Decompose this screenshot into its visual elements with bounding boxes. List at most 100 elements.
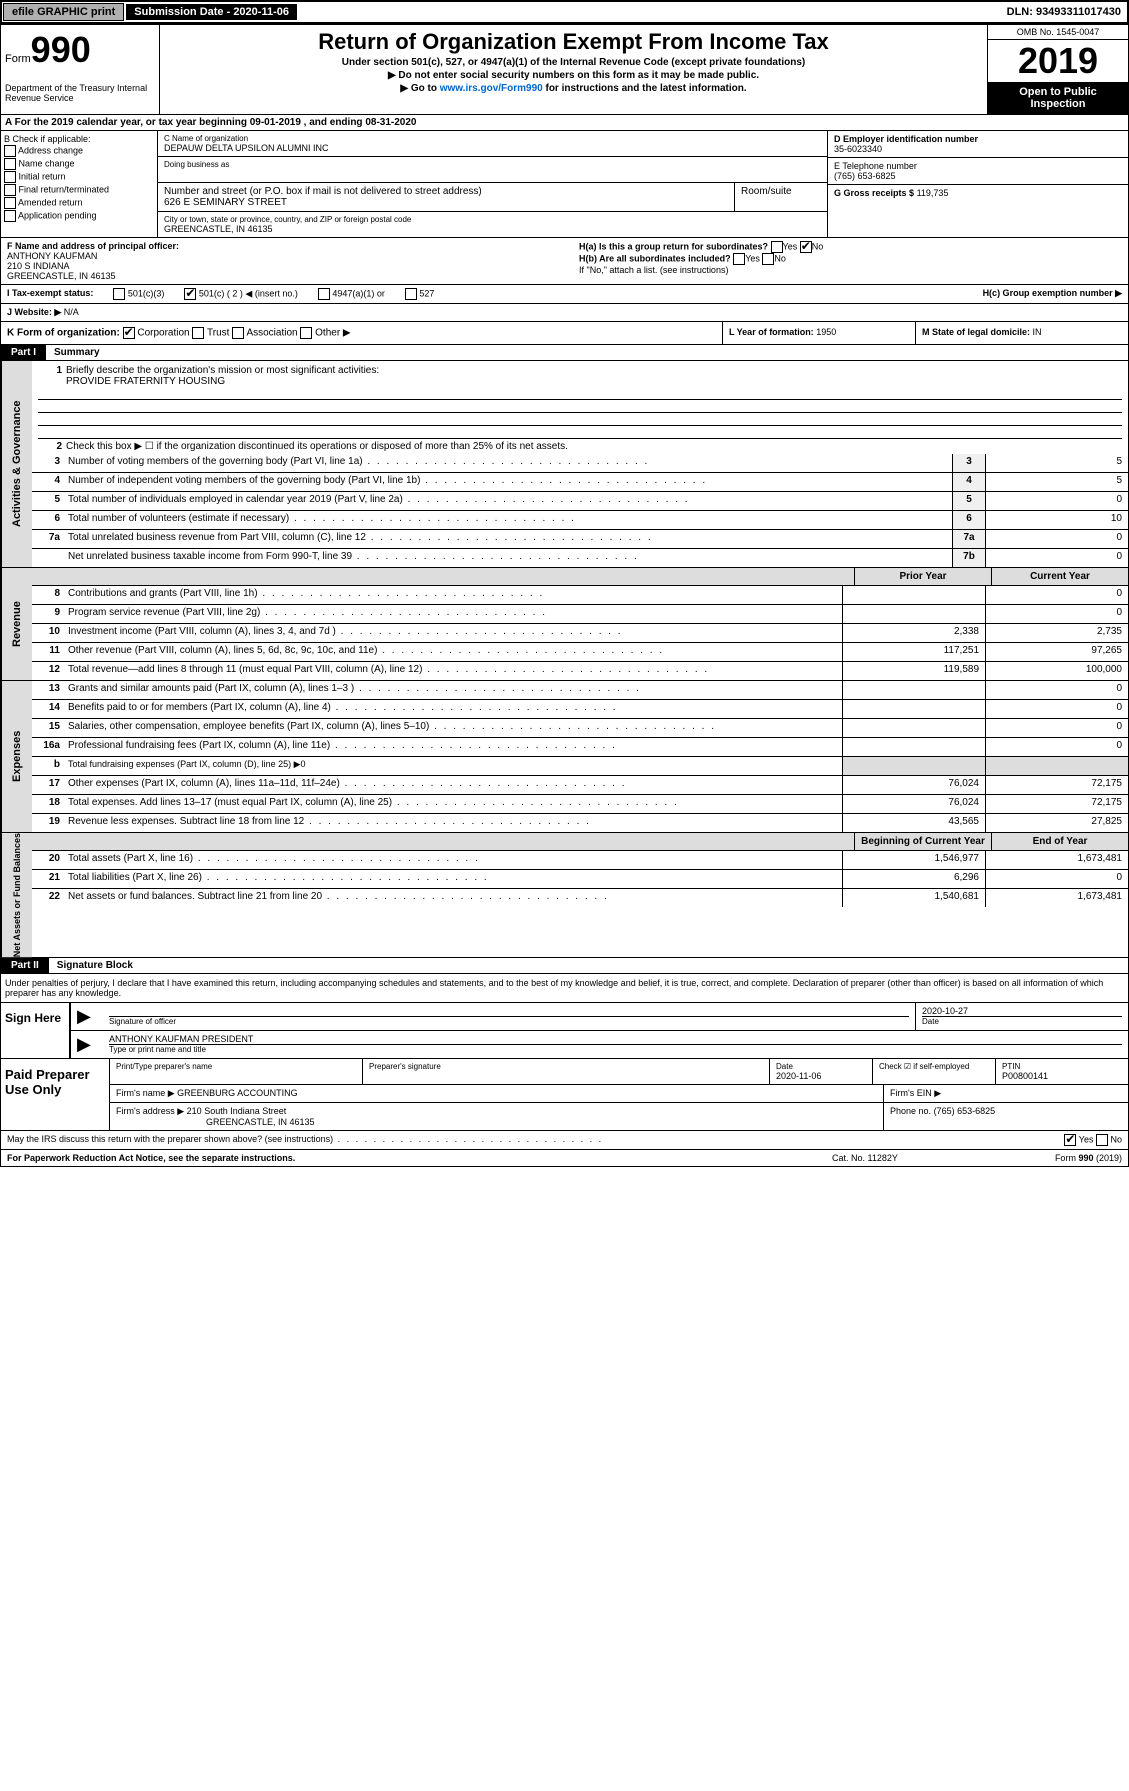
k-trust[interactable] [192, 327, 204, 339]
i-527[interactable] [405, 288, 417, 300]
hb: H(b) Are all subordinates included? Yes … [579, 253, 1122, 265]
form-footer: Form 990 (2019) [982, 1153, 1122, 1163]
officer-print-name: ANTHONY KAUFMAN PRESIDENT [109, 1034, 1122, 1044]
tax-year: 2019 [988, 40, 1128, 82]
part1-header: Part ISummary [0, 345, 1129, 361]
instructions-link[interactable]: www.irs.gov/Form990 [440, 83, 543, 94]
open-public: Open to Public Inspection [988, 82, 1128, 114]
topbar: efile GRAPHIC print Submission Date - 20… [0, 0, 1129, 24]
line-7b: Net unrelated business taxable income fr… [32, 549, 1128, 567]
netassets-section: Net Assets or Fund Balances Beginning of… [0, 833, 1129, 958]
governance-section: Activities & Governance 1Briefly describ… [0, 361, 1129, 568]
preparer-block: Paid Preparer Use Only Print/Type prepar… [0, 1059, 1129, 1131]
k-assoc[interactable] [232, 327, 244, 339]
dept: Department of the Treasury Internal Reve… [5, 83, 155, 103]
omb: OMB No. 1545-0047 [988, 25, 1128, 40]
hb-note: If "No," attach a list. (see instruction… [579, 265, 1122, 275]
section-j: J Website: ▶ N/A [0, 304, 1129, 322]
line-13: 13Grants and similar amounts paid (Part … [32, 681, 1128, 700]
line2: Check this box ▶ ☐ if the organization d… [62, 441, 1122, 452]
sign-here-label: Sign Here [1, 1003, 71, 1058]
discuss-yes[interactable] [1064, 1134, 1076, 1146]
dln: DLN: 93493311017430 [1001, 4, 1127, 20]
perjury-text: Under penalties of perjury, I declare th… [0, 974, 1129, 1003]
line-5: 5Total number of individuals employed in… [32, 492, 1128, 511]
domicile: IN [1033, 327, 1042, 337]
sig-label: Signature of officer [109, 1016, 909, 1026]
line-4: 4Number of independent voting members of… [32, 473, 1128, 492]
city-label: City or town, state or province, country… [164, 215, 821, 224]
discuss-no[interactable] [1096, 1134, 1108, 1146]
check-initial-return[interactable] [4, 171, 16, 183]
officer-addr1: 210 S INDIANA [7, 261, 70, 271]
street: 626 E SEMINARY STREET [164, 197, 728, 208]
line-3: 3Number of voting members of the governi… [32, 454, 1128, 473]
line-21: 21Total liabilities (Part X, line 26)6,2… [32, 870, 1128, 889]
name-label: C Name of organization [164, 134, 821, 143]
part2-header: Part IISignature Block [0, 958, 1129, 974]
tax-period: A For the 2019 calendar year, or tax yea… [0, 115, 1129, 131]
i-501c[interactable] [184, 288, 196, 300]
section-k-l-m: K Form of organization: Corporation Trus… [0, 322, 1129, 345]
line-20: 20Total assets (Part X, line 16)1,546,97… [32, 851, 1128, 870]
form-number: Form990 [5, 29, 155, 71]
i-4947[interactable] [318, 288, 330, 300]
section-b-to-g: B Check if applicable: Address change Na… [0, 131, 1129, 238]
subtitle3: ▶ Go to www.irs.gov/Form990 for instruct… [166, 83, 981, 94]
subtitle1: Under section 501(c), 527, or 4947(a)(1)… [166, 57, 981, 68]
efile-btn[interactable]: efile GRAPHIC print [3, 3, 124, 21]
i-501c3[interactable] [113, 288, 125, 300]
col-current: Current Year [991, 568, 1128, 585]
hb-no[interactable] [762, 253, 774, 265]
check-amended-return[interactable] [4, 197, 16, 209]
mission-label: Briefly describe the organization's miss… [62, 365, 1122, 376]
submission-date: Submission Date - 2020-11-06 [126, 4, 297, 20]
check-address-change[interactable] [4, 145, 16, 157]
dba-label: Doing business as [164, 160, 821, 169]
ein-label: D Employer identification number [834, 134, 978, 144]
ptin: P00800141 [1002, 1071, 1122, 1081]
revenue-section: Revenue Prior YearCurrent Year 8Contribu… [0, 568, 1129, 681]
paid-prep-label: Paid Preparer Use Only [1, 1059, 110, 1130]
box-b-label: B Check if applicable: [4, 134, 154, 144]
line-14: 14Benefits paid to or for members (Part … [32, 700, 1128, 719]
line-17: 17Other expenses (Part IX, column (A), l… [32, 776, 1128, 795]
line-6: 6Total number of volunteers (estimate if… [32, 511, 1128, 530]
website: N/A [64, 307, 79, 317]
year-formed: 1950 [816, 327, 836, 337]
discuss-row: May the IRS discuss this return with the… [0, 1131, 1129, 1150]
k-other[interactable] [300, 327, 312, 339]
officer-addr2: GREENCASTLE, IN 46135 [7, 271, 116, 281]
col-begin: Beginning of Current Year [854, 833, 991, 850]
firm-addr: 210 South Indiana Street [187, 1106, 287, 1116]
k-corp[interactable] [123, 327, 135, 339]
expenses-section: Expenses 13Grants and similar amounts pa… [0, 681, 1129, 833]
line-16a: 16aProfessional fundraising fees (Part I… [32, 738, 1128, 757]
line-12: 12Total revenue—add lines 8 through 11 (… [32, 662, 1128, 680]
line-b: bTotal fundraising expenses (Part IX, co… [32, 757, 1128, 776]
check-application-pending[interactable] [4, 210, 16, 222]
ein: 35-6023340 [834, 144, 882, 154]
col-end: End of Year [991, 833, 1128, 850]
hb-yes[interactable] [733, 253, 745, 265]
ha-yes[interactable] [771, 241, 783, 253]
addr-label: Number and street (or P.O. box if mail i… [164, 186, 728, 197]
firm-name: GREENBURG ACCOUNTING [177, 1088, 298, 1098]
check-final-return-terminated[interactable] [4, 184, 16, 196]
room-label: Room/suite [741, 186, 821, 197]
ha-no[interactable] [800, 241, 812, 253]
form-header: Form990 Department of the Treasury Inter… [0, 24, 1129, 115]
section-i: I Tax-exempt status: 501(c)(3) 501(c) ( … [0, 285, 1129, 304]
officer-name: ANTHONY KAUFMAN [7, 251, 97, 261]
check-name-change[interactable] [4, 158, 16, 170]
line-10: 10Investment income (Part VIII, column (… [32, 624, 1128, 643]
mission-text: PROVIDE FRATERNITY HOUSING [38, 376, 1122, 387]
subtitle2: ▶ Do not enter social security numbers o… [166, 70, 981, 81]
phone-label: E Telephone number [834, 161, 917, 171]
line-9: 9Program service revenue (Part VIII, lin… [32, 605, 1128, 624]
line-19: 19Revenue less expenses. Subtract line 1… [32, 814, 1128, 832]
gross: 119,735 [917, 188, 949, 198]
line-22: 22Net assets or fund balances. Subtract … [32, 889, 1128, 907]
sidebar-netassets: Net Assets or Fund Balances [1, 833, 32, 957]
org-name: DEPAUW DELTA UPSILON ALUMNI INC [164, 143, 821, 153]
